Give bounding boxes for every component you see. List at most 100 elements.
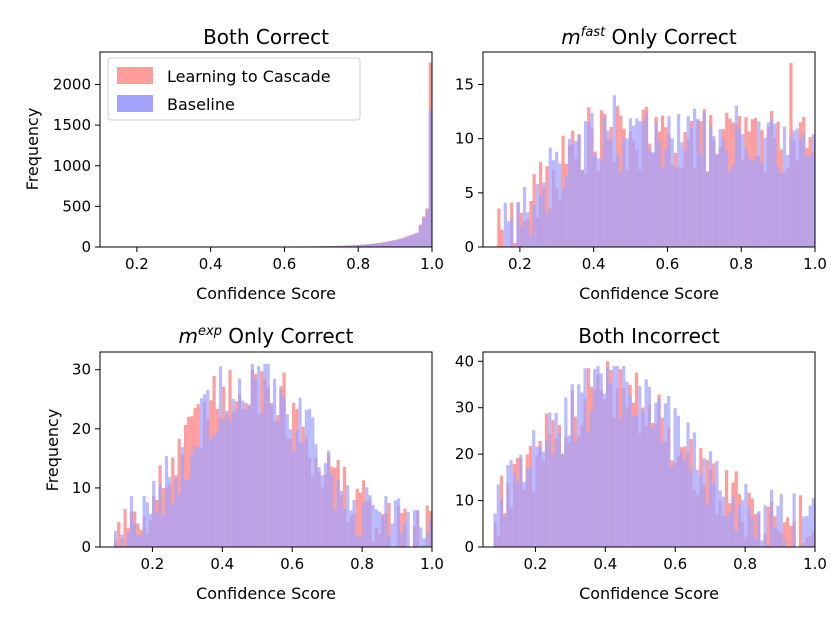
bar-baseline <box>320 475 324 547</box>
bar-baseline <box>718 490 722 547</box>
title-variable: m <box>179 324 198 348</box>
bar-baseline <box>670 138 674 247</box>
bar-learning-to-cascade <box>766 506 770 547</box>
bar-baseline <box>747 158 751 247</box>
bar-baseline <box>798 138 803 247</box>
bar-baseline <box>628 394 632 547</box>
bar-baseline <box>654 402 658 547</box>
bar-baseline <box>754 156 758 247</box>
bar-baseline <box>798 545 803 547</box>
bar-baseline <box>773 527 777 547</box>
bar-baseline <box>129 496 134 547</box>
bar-baseline <box>750 160 755 247</box>
bar-baseline <box>558 163 562 247</box>
bar-learning-to-cascade <box>724 470 729 547</box>
bar-baseline <box>657 398 661 547</box>
bar-baseline <box>757 511 761 547</box>
panel-title: Both Incorrect <box>578 324 720 348</box>
bar-baseline <box>126 532 130 547</box>
y-tick-label: 500 <box>62 197 91 215</box>
bar-baseline <box>503 516 507 547</box>
plot-frame <box>482 51 816 248</box>
bar-baseline <box>136 535 140 547</box>
bar-baseline <box>168 477 172 547</box>
x-tick-label: 1.0 <box>803 555 827 573</box>
bar-baseline <box>356 245 360 247</box>
bar-baseline <box>371 504 375 547</box>
bar-learning-to-cascade <box>513 242 517 247</box>
bar-baseline <box>721 496 725 547</box>
bar-baseline <box>374 509 378 547</box>
bar-baseline <box>628 118 633 247</box>
bar-baseline <box>808 505 812 547</box>
bar-baseline <box>183 479 188 547</box>
bar-baseline <box>522 187 527 247</box>
bar-baseline <box>705 171 710 247</box>
bar-baseline <box>425 533 429 547</box>
bar-baseline <box>304 410 308 547</box>
bar-learning-to-cascade <box>358 492 363 547</box>
bar-learning-to-cascade <box>171 457 175 547</box>
bar-baseline <box>744 147 748 247</box>
bar-baseline <box>538 194 543 247</box>
bar-baseline <box>718 129 722 247</box>
bar-baseline <box>257 366 261 547</box>
bar-baseline <box>349 245 353 247</box>
y-tick-label: 1500 <box>53 116 91 134</box>
bar-learning-to-cascade <box>333 467 337 547</box>
bar-baseline <box>632 125 636 247</box>
bar-baseline <box>203 394 207 547</box>
bar-baseline <box>525 468 529 547</box>
bar-baseline <box>390 523 394 547</box>
bar-learning-to-cascade <box>123 509 127 547</box>
bar-baseline <box>589 410 594 547</box>
bar-learning-to-cascade <box>753 514 758 547</box>
bar-baseline <box>663 403 668 547</box>
bar-baseline <box>542 182 546 247</box>
bar-baseline <box>769 489 774 547</box>
title-superscript: fast <box>581 25 606 40</box>
bar-baseline <box>699 474 703 547</box>
bar-baseline <box>551 160 556 247</box>
bar-baseline <box>602 393 607 547</box>
bar-baseline <box>651 427 655 547</box>
bar-baseline <box>393 500 398 547</box>
bar-baseline <box>382 242 386 247</box>
y-tick-label: 15 <box>455 76 474 94</box>
title-superscript: exp <box>198 324 222 339</box>
bar-baseline <box>113 530 118 547</box>
bar-baseline <box>375 243 380 247</box>
bar-baseline <box>177 493 181 547</box>
bar-baseline <box>412 510 417 547</box>
x-tick-label: 0.8 <box>729 255 753 273</box>
bar-baseline <box>209 438 213 547</box>
bar-baseline <box>342 245 347 247</box>
bar-baseline <box>187 478 191 547</box>
title-variable: m <box>561 25 580 49</box>
bar-baseline <box>272 378 277 547</box>
bar-baseline <box>408 235 413 247</box>
y-tick-label: 0 <box>81 538 91 556</box>
bar-baseline <box>673 167 677 247</box>
bar-baseline <box>522 482 526 547</box>
bar-baseline <box>606 367 610 547</box>
bar-baseline <box>387 535 391 547</box>
bar-baseline <box>811 134 815 247</box>
bar-baseline <box>705 504 709 547</box>
bar-baseline <box>776 506 780 547</box>
bar-baseline <box>342 508 347 547</box>
bar-baseline <box>593 155 597 247</box>
bar-baseline <box>379 242 383 247</box>
bar-baseline <box>506 221 511 247</box>
bar-baseline <box>418 225 423 247</box>
y-axis-label: Frequency <box>43 409 62 492</box>
bar-baseline <box>673 407 677 547</box>
x-tick-label: 0.8 <box>733 555 757 573</box>
bar-baseline <box>152 480 156 547</box>
bar-baseline <box>753 538 758 547</box>
bar-baseline <box>544 440 549 547</box>
bar-baseline <box>570 384 574 547</box>
title-rest: Only Correct <box>605 25 737 49</box>
bar-baseline <box>622 365 626 547</box>
bar-baseline <box>428 519 432 547</box>
